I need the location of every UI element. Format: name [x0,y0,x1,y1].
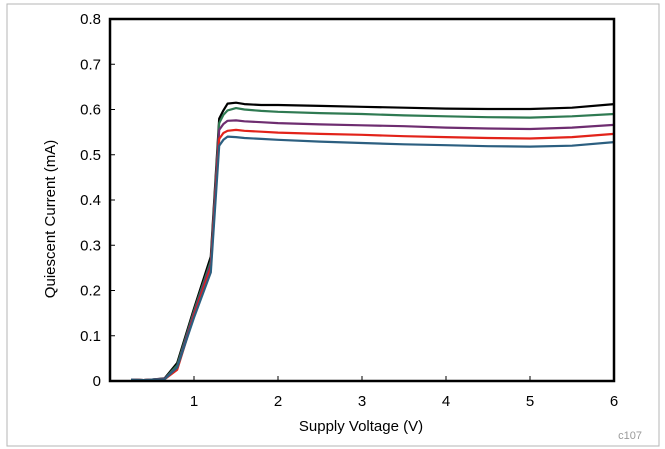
x-tick-label: 6 [610,393,618,410]
x-axis-title: Supply Voltage (V) [299,418,423,435]
y-tick-label: 0.3 [80,237,101,254]
y-tick-label: 0.7 [80,56,101,73]
tick-layer: 0 0.1 0.2 0.3 0.4 0.5 0.6 0.7 0.8 1 2 3 4 5 6 [80,11,618,410]
x-tick-label: 5 [526,393,534,410]
y-tick-label: 0.2 [80,283,101,300]
series-line-4 [130,128,615,382]
y-axis-title: Quiescent Current (mA) [42,140,59,298]
x-tick-label: 1 [190,393,198,410]
y-tick-label: 0.6 [80,102,101,119]
y-tick-label: 0.5 [80,147,101,164]
plot-frame [108,17,616,383]
chart-border [6,3,660,447]
x-tick-label: 4 [442,393,450,410]
y-tick-label: 0.8 [80,11,101,28]
y-tick-label: 0 [93,373,101,390]
series-line-5 [130,135,615,382]
x-tick-label: 3 [358,393,366,410]
y-tick-label: 0.1 [80,328,101,345]
series-layer [130,101,615,382]
series-line-3 [130,119,615,382]
figure-code-label: c107 [618,430,642,442]
x-tick-label: 2 [274,393,282,410]
series-line-2 [130,106,615,382]
y-tick-label: 0.4 [80,192,101,209]
